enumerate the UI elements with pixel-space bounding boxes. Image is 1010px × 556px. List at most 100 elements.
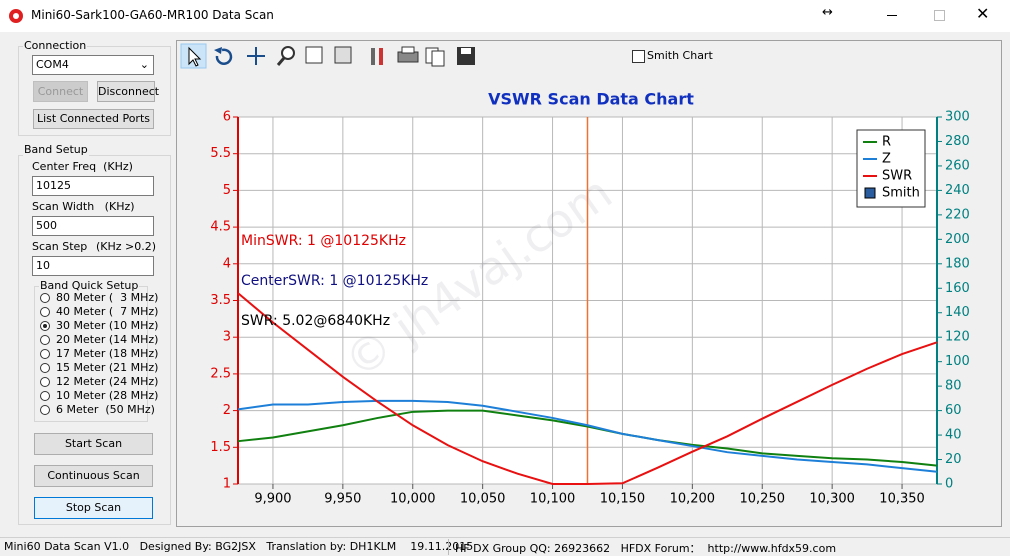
legend-label: R: [882, 135, 891, 150]
zoom-fit-tool[interactable]: [305, 46, 323, 64]
smith-checkbox[interactable]: [632, 50, 645, 63]
maximize-button[interactable]: [934, 10, 945, 21]
y-tick-label: 1: [223, 477, 231, 492]
field-label: Center Freq (KHz): [32, 160, 133, 173]
annotation: SWR: 5.02@6840KHz: [241, 313, 390, 329]
y-tick-label: 5: [223, 183, 231, 198]
status-bar: [0, 537, 1010, 556]
radio-button[interactable]: [40, 405, 50, 415]
radio-button[interactable]: [40, 391, 50, 401]
radio-label: 6 Meter (50 MHz): [56, 403, 155, 416]
center-freq-input[interactable]: 10125: [32, 176, 154, 196]
start-scan-button[interactable]: Start Scan: [34, 433, 153, 455]
y-tick-label: 6: [223, 110, 231, 125]
connect-button[interactable]: Connect: [33, 81, 88, 102]
x-tick-label: 10,150: [600, 492, 646, 507]
series-line: [237, 409, 938, 467]
y-tick-label: 5.5: [210, 146, 231, 161]
list-ports-button[interactable]: List Connected Ports: [33, 109, 154, 129]
radio-button[interactable]: [40, 349, 50, 359]
radio-label: 40 Meter ( 7 MHz): [56, 305, 159, 318]
minimize-button[interactable]: [887, 15, 897, 16]
radio-label: 80 Meter ( 3 MHz): [56, 291, 159, 304]
radio-button[interactable]: [40, 307, 50, 317]
field-label: Scan Width (KHz): [32, 200, 135, 213]
radio-button[interactable]: [40, 363, 50, 373]
radio-label: 30 Meter (10 MHz): [56, 319, 159, 332]
y2-tick-label: 300: [945, 110, 970, 125]
toolbar: [180, 43, 475, 69]
undo-tool[interactable]: [215, 48, 233, 65]
y-tick-label: 3.5: [210, 293, 231, 308]
y2-tick-label: 120: [945, 330, 970, 345]
y2-tick-label: 180: [945, 256, 970, 271]
title-bar: [0, 0, 1010, 32]
radio-label: 20 Meter (14 MHz): [56, 333, 159, 346]
pan-tool[interactable]: [247, 47, 265, 65]
y2-tick-label: 260: [945, 158, 970, 173]
resize-icon[interactable]: ↔: [822, 5, 833, 20]
save-tool[interactable]: [457, 47, 475, 65]
radio-button[interactable]: [40, 321, 50, 331]
status-text: HF DX Group QQ: 26923662 HFDX Forum： htt…: [455, 542, 837, 555]
radio-button[interactable]: [40, 335, 50, 345]
y-tick-label: 2.5: [210, 366, 231, 381]
x-tick-label: 10,050: [460, 492, 506, 507]
connection-group: [18, 46, 171, 136]
continuous-scan-button[interactable]: Continuous Scan: [34, 465, 153, 487]
series-line: [237, 399, 938, 473]
series-line: [237, 292, 938, 485]
radio-button[interactable]: [40, 377, 50, 387]
y2-tick-label: 40: [945, 428, 962, 443]
legend-swatch: [864, 187, 876, 199]
print-tool[interactable]: [397, 46, 419, 63]
x-tick-label: 10,350: [879, 492, 925, 507]
zoom-tool[interactable]: [276, 46, 295, 66]
data-tool[interactable]: [334, 46, 352, 64]
legend-label: Smith: [882, 186, 920, 201]
status-separator: [448, 539, 449, 555]
legend-label: SWR: [882, 169, 912, 184]
annotation: CenterSWR: 1 @10125KHz: [241, 273, 428, 289]
close-button[interactable]: ✕: [976, 4, 990, 23]
port-value: COM4: [36, 58, 69, 71]
checkbox-label: Smith Chart: [647, 49, 713, 62]
y-tick-label: 4.5: [210, 220, 231, 235]
x-tick-label: 10,300: [809, 492, 855, 507]
field-label: Scan Step: [32, 240, 88, 253]
scan-step-input[interactable]: 10: [32, 256, 154, 276]
group-label: Band Setup: [23, 143, 89, 156]
y-tick-label: 2: [223, 403, 231, 418]
y2-tick-label: 220: [945, 207, 970, 222]
copy-tool[interactable]: [425, 47, 445, 67]
x-tick-label: 10,100: [530, 492, 576, 507]
y-tick-label: 3: [223, 330, 231, 345]
settings-tool[interactable]: [371, 48, 383, 65]
y2-tick-label: 100: [945, 354, 970, 369]
status-text: Mini60 Data Scan V1.0 Designed By: BG2JS…: [4, 540, 474, 553]
y-tick-label: 4: [223, 256, 231, 271]
annotation: MinSWR: 1 @10125KHz: [241, 233, 406, 249]
y-tick-label: 1.5: [210, 440, 231, 455]
y2-tick-label: 160: [945, 281, 970, 296]
disconnect-button[interactable]: Disconnect: [97, 81, 159, 102]
x-tick-label: 10,200: [670, 492, 716, 507]
port-combo[interactable]: COM4 ⌄: [32, 55, 154, 75]
field-hint: (KHz >0.2): [96, 240, 157, 253]
y2-tick-label: 200: [945, 232, 970, 247]
radio-label: 12 Meter (24 MHz): [56, 375, 159, 388]
x-tick-label: 10,000: [390, 492, 436, 507]
radio-label: 15 Meter (21 MHz): [56, 361, 159, 374]
stop-scan-button[interactable]: Stop Scan: [34, 497, 153, 519]
scan-width-input[interactable]: 500: [32, 216, 154, 236]
radio-button[interactable]: [40, 293, 50, 303]
y2-tick-label: 20: [945, 452, 962, 467]
radio-label: 17 Meter (18 MHz): [56, 347, 159, 360]
chart-title: VSWR Scan Data Chart: [488, 90, 694, 109]
band-setup-group: [18, 155, 171, 525]
window-title: Mini60-Sark100-GA60-MR100 Data Scan: [31, 8, 274, 22]
x-tick-label: 9,950: [324, 492, 361, 507]
y2-tick-label: 80: [945, 379, 962, 394]
y2-tick-label: 240: [945, 183, 970, 198]
